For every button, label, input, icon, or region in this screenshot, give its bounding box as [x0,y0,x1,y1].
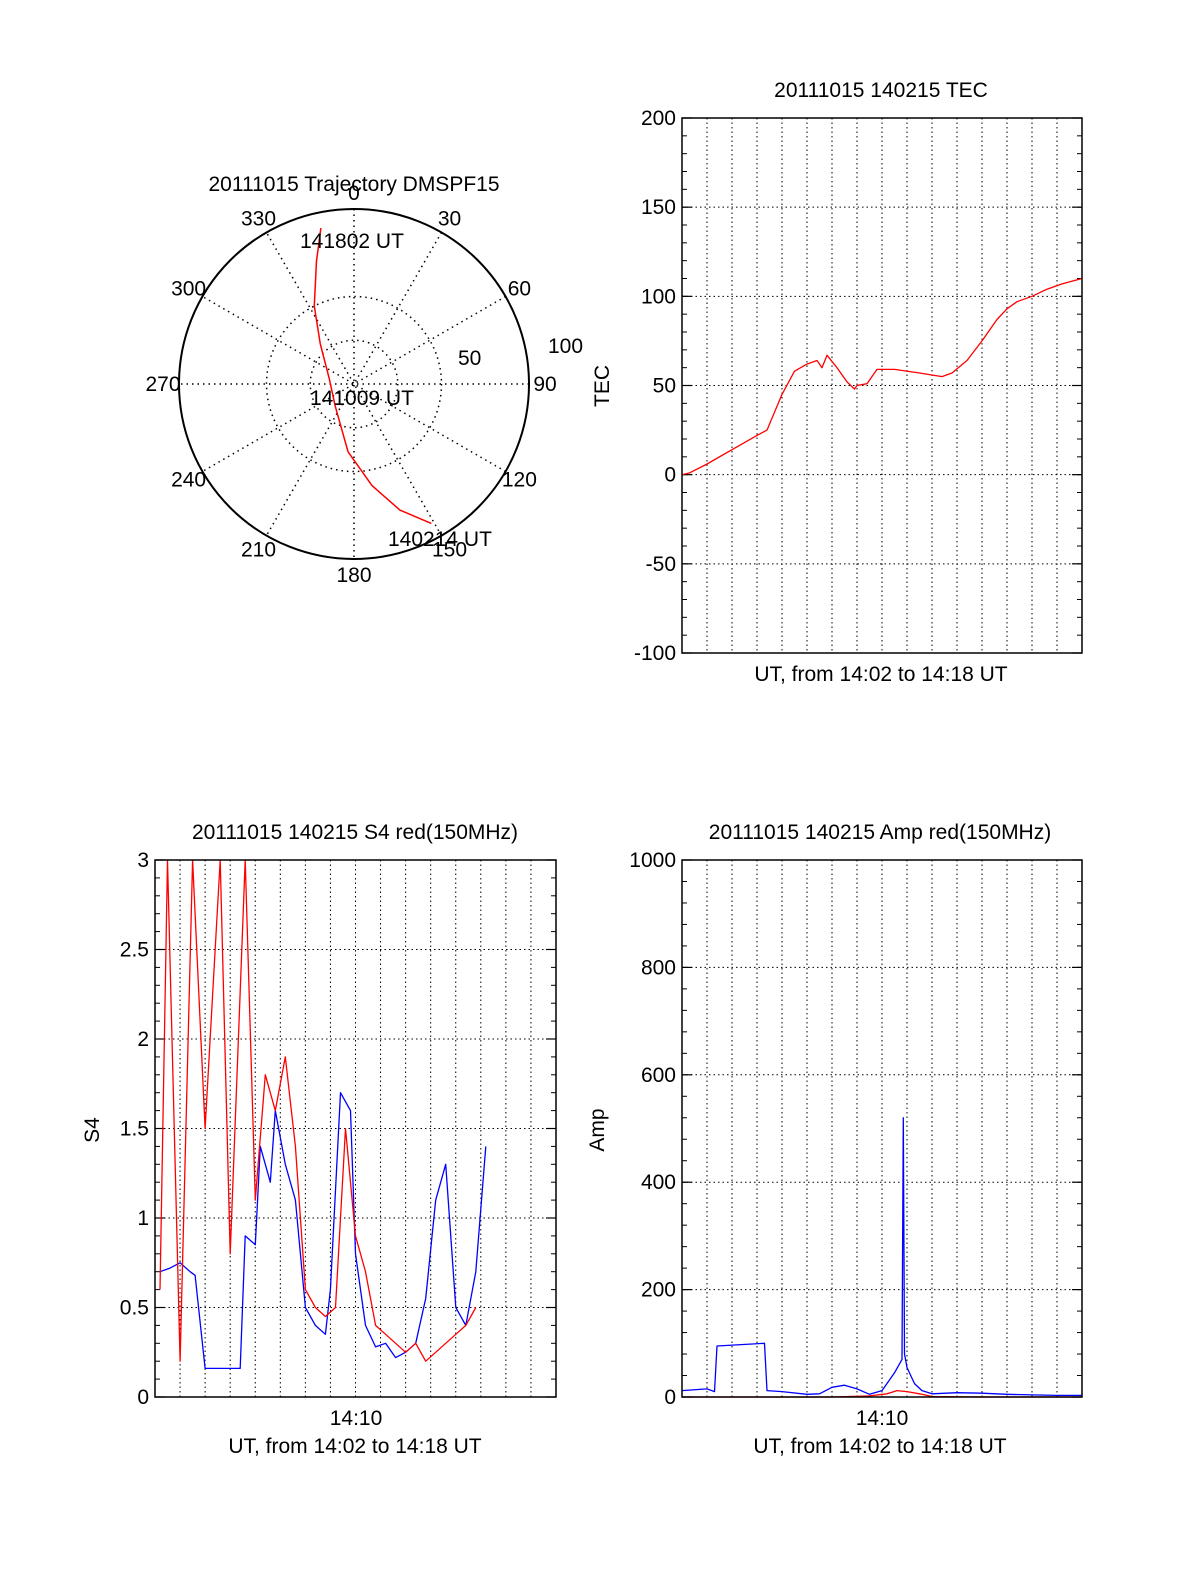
s4-ytick-label-5: 2.5 [120,939,149,962]
polar-grid-spoke-60 [202,295,506,473]
amp-ytick-label-4: 800 [641,956,676,979]
tec-xlabel: UT, from 14:02 to 14:18 UT [754,663,1007,686]
polar-trajectory-chart: 20111015 Trajectory DMSPF15 50 100 0 30 60… [145,173,583,587]
tec-chart: 20111015 140215 TEC UT, from 14:02 to 14… [591,79,1083,686]
polar-angle-label-180: 180 [336,564,371,587]
polar-angle-label-90: 90 [533,373,556,396]
tec-ytick-label-4: 100 [641,285,676,308]
polar-grid-spoke-30 [265,232,443,536]
s4-ytick-label-4: 2 [137,1028,149,1051]
s4-series-line-0 [159,1092,487,1370]
tec-ytick-label-2: 0 [664,464,676,487]
polar-angle-label-60: 60 [508,278,531,301]
polar-angle-label-0: 0 [348,182,360,205]
amp-ytick-label-1: 200 [641,1279,676,1302]
polar-grid [178,208,530,560]
s4-xtick-label: 14:10 [330,1407,383,1430]
amp-ytick-label-0: 0 [664,1386,676,1409]
s4-plot-frame [154,859,557,1398]
trajectory-end-label: 141802 UT [300,230,404,253]
tec-ytick-label-6: 200 [641,107,676,130]
amp-xlabel: UT, from 14:02 to 14:18 UT [753,1435,1006,1458]
amp-series-line-0 [681,1117,1082,1397]
polar-angle-label-270: 270 [145,373,180,396]
amp-ytick-label-5: 1000 [629,849,676,872]
s4-y-tick-labels: 0 0.5 1 1.5 2 2.5 3 [120,849,149,1409]
polar-angle-label-210: 210 [241,538,276,561]
amp-ytick-label-3: 600 [641,1064,676,1087]
tec-gridlines [682,117,1082,654]
polar-angle-label-30: 30 [438,208,461,231]
amp-title: 20111015 140215 Amp red(150MHz) [709,821,1051,844]
polar-radius-label-100: 100 [548,335,583,358]
tec-ytick-label-0: -100 [634,642,676,665]
s4-ytick-label-1: 0.5 [120,1297,149,1320]
tec-title: 20111015 140215 TEC [774,79,988,102]
s4-ylabel: S4 [81,1117,104,1143]
tec-series [681,277,1083,476]
polar-angle-label-240: 240 [171,469,206,492]
polar-grid-circle-1 [309,339,399,429]
polar-radius-label-50: 50 [458,347,481,370]
tec-series-line-0 [681,277,1083,476]
trajectory-mid-label: 141009 UT [310,387,414,410]
amp-ytick-label-2: 400 [641,1171,676,1194]
polar-grid-circle-0 [265,295,443,473]
polar-angle-label-150: 150 [432,538,467,561]
polar-angle-label-330: 330 [241,208,276,231]
polar-angle-labels: 0 30 60 90 120 150 180 210 240 270 300 330 [145,182,556,587]
amp-ylabel: Amp [586,1108,609,1151]
amp-xtick-label: 14:10 [856,1407,909,1430]
s4-ytick-label-2: 1 [137,1207,149,1230]
polar-title: 20111015 Trajectory DMSPF15 [208,173,499,196]
polar-angle-label-300: 300 [171,278,206,301]
trajectory-line [313,227,432,525]
tec-ytick-label-1: -50 [646,553,676,576]
tec-plot-frame [681,117,1083,654]
s4-ytick-label-0: 0 [137,1386,149,1409]
s4-ytick-label-3: 1.5 [120,1118,149,1141]
trajectory-path [313,227,432,525]
polar-grid-spoke-120 [202,295,506,473]
amp-plot-frame [681,859,1083,1398]
polar-angle-label-120: 120 [502,469,537,492]
amp-y-tick-labels: 0 200 400 600 800 1000 [629,849,676,1409]
amp-chart: 20111015 140215 Amp red(150MHz) 14:10 UT… [586,821,1083,1458]
trajectory-start-label: 140214 UT [388,528,492,551]
s4-ytick-label-6: 3 [137,849,149,872]
tec-ylabel: TEC [591,365,614,407]
polar-grid-spoke-150 [265,232,443,536]
s4-xlabel: UT, from 14:02 to 14:18 UT [228,1435,481,1458]
tec-ytick-label-3: 50 [653,375,676,398]
tec-y-tick-labels: -100 -50 0 50 100 150 200 [634,107,676,665]
tec-ytick-label-5: 150 [641,196,676,219]
s4-title: 20111015 140215 S4 red(150MHz) [192,821,518,844]
polar-radius-labels: 50 100 [458,335,583,370]
s4-chart: 20111015 140215 S4 red(150MHz) 14:10 UT,… [81,821,557,1458]
